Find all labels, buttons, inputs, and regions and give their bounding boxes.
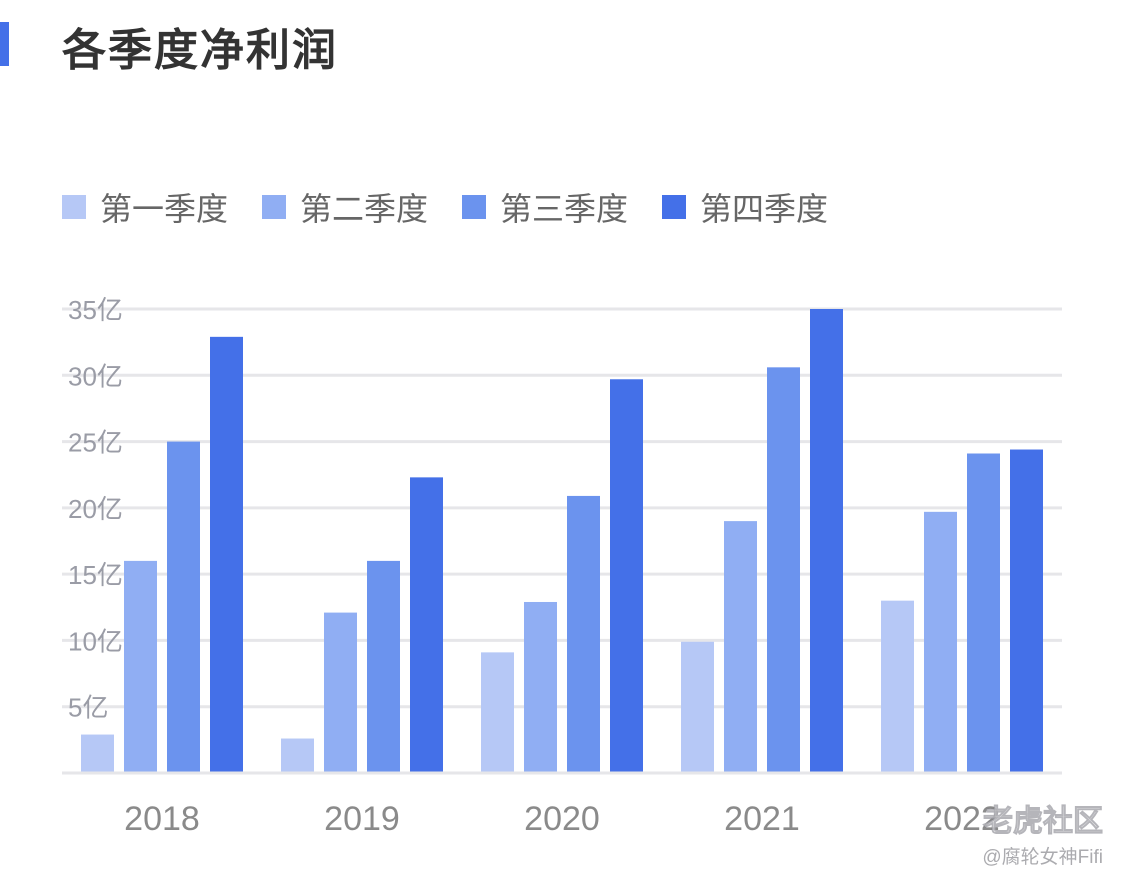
legend-swatch-q3 bbox=[462, 195, 487, 219]
watermark-brand: 老虎社区 bbox=[983, 805, 1104, 839]
legend-swatch-q2 bbox=[262, 195, 287, 219]
bar bbox=[324, 612, 357, 773]
y-tick-label: 30亿 bbox=[68, 361, 123, 391]
legend-item-q3: 第三季度 bbox=[462, 184, 628, 230]
bar bbox=[681, 641, 714, 773]
bar bbox=[1010, 449, 1043, 773]
x-category-label: 2021 bbox=[724, 800, 800, 838]
bar bbox=[610, 379, 643, 773]
y-tick-label: 15亿 bbox=[68, 560, 123, 590]
bar bbox=[724, 521, 757, 773]
watermark-author: @腐轮女神Fifi bbox=[982, 847, 1103, 868]
title-accent-bar bbox=[0, 22, 9, 66]
bar bbox=[81, 734, 114, 773]
y-tick-label: 35亿 bbox=[68, 295, 123, 325]
bar bbox=[567, 495, 600, 773]
x-category-label: 2019 bbox=[324, 800, 400, 838]
y-tick-label: 20亿 bbox=[68, 494, 123, 524]
bar bbox=[810, 309, 843, 773]
bar bbox=[967, 453, 1000, 773]
legend-label-q4: 第四季度 bbox=[700, 191, 829, 227]
bar bbox=[410, 477, 443, 773]
x-category-label: 2020 bbox=[524, 800, 600, 838]
bar bbox=[881, 600, 914, 773]
chart-title: 各季度净利润 bbox=[62, 26, 338, 75]
legend-label-q3: 第三季度 bbox=[500, 191, 629, 227]
legend-label-q2: 第二季度 bbox=[300, 191, 429, 227]
legend-swatch-q1 bbox=[62, 195, 86, 219]
legend-item-q4: 第四季度 bbox=[662, 184, 828, 230]
x-category-label: 2018 bbox=[124, 800, 200, 838]
bar bbox=[281, 738, 314, 773]
y-tick-label: 25亿 bbox=[68, 428, 123, 458]
legend-swatch-q4 bbox=[662, 195, 687, 219]
legend-item-q1: 第一季度 bbox=[62, 184, 228, 230]
legend-item-q2: 第二季度 bbox=[262, 184, 428, 230]
bar bbox=[124, 560, 157, 773]
legend-label-q1: 第一季度 bbox=[100, 191, 229, 227]
y-tick-label: 10亿 bbox=[68, 626, 123, 656]
y-tick-label: 5亿 bbox=[68, 693, 108, 723]
bar bbox=[210, 336, 243, 773]
bar bbox=[524, 601, 557, 773]
bar bbox=[167, 441, 200, 773]
chart-legend: 第一季度 第二季度 第三季度 第四季度 bbox=[62, 184, 862, 230]
bar bbox=[481, 652, 514, 773]
bar bbox=[367, 560, 400, 773]
bar bbox=[767, 367, 800, 773]
x-category-label: 2022 bbox=[924, 800, 1000, 838]
bar bbox=[924, 511, 957, 773]
